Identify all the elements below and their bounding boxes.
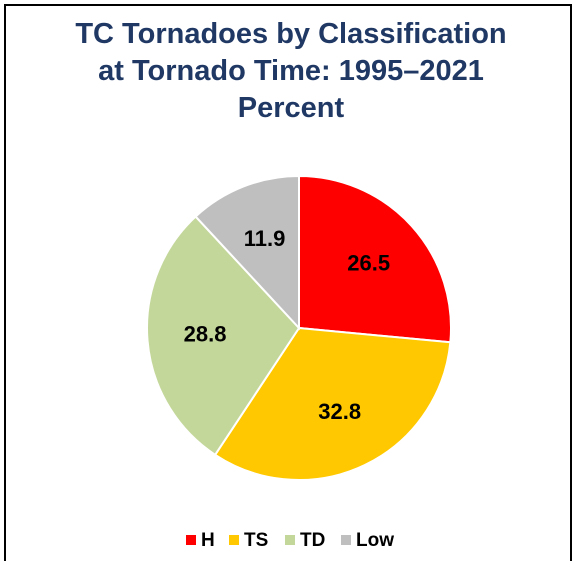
pie-slice [194,174,300,331]
pie-slice [298,174,452,344]
data-label: 32.8 [318,399,361,424]
data-label: 26.5 [347,250,390,275]
legend-label: Low [356,530,394,551]
legend-swatch [186,535,196,545]
legend-label: H [201,530,215,551]
data-label: 11.9 [244,226,286,251]
pie-slice [146,215,301,457]
chart-title: TC Tornadoes by Classification at Tornad… [75,18,507,124]
legend-swatch [229,535,239,545]
legend-label: TD [300,530,325,551]
data-label: 28.8 [184,322,227,347]
frame [4,4,572,561]
legend-swatch [341,535,351,545]
legend-label: TS [244,530,268,551]
legend-swatch [285,535,295,545]
